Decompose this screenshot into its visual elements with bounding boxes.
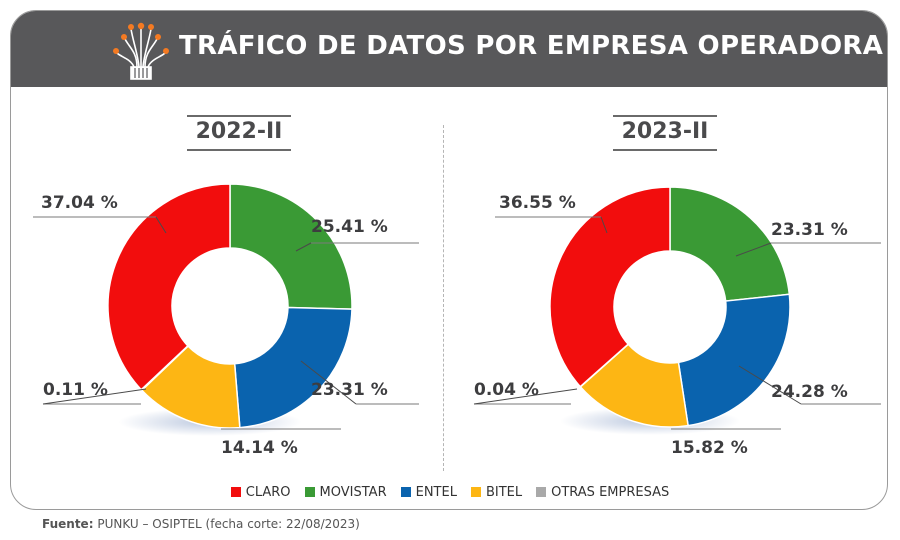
leader-line-entel-2023 bbox=[738, 365, 802, 405]
header-bar: TRÁFICO DE DATOS POR EMPRESA OPERADORA bbox=[11, 11, 887, 87]
legend-swatch-entel bbox=[400, 487, 411, 497]
year-label-2022: 2022-II bbox=[195, 119, 283, 144]
donut-charts: 37.04 % 25.41 % 23.31 % 14.14 % 0.11 % 36.55… bbox=[33, 183, 881, 458]
source-note: Fuente: PUNKU – OSIPTEL (fecha corte: 22… bbox=[42, 517, 360, 531]
data-label-movistar-2023: 23.31 % bbox=[771, 220, 848, 240]
year-underline-2022-bottom bbox=[187, 149, 291, 151]
chart-divider bbox=[443, 125, 444, 471]
legend-swatch-movistar bbox=[304, 487, 315, 497]
leader-line-entel-2022 bbox=[300, 360, 357, 405]
data-label-otras-empresas-2023: 0.04 % bbox=[474, 380, 539, 400]
legend-swatch-bitel bbox=[470, 487, 481, 497]
leader-line-claro-2022 bbox=[155, 216, 167, 234]
infographic-card: TRÁFICO DE DATOS POR EMPRESA OPERADORA 2… bbox=[10, 10, 888, 510]
data-label-bitel-2022: 14.14 % bbox=[221, 438, 298, 458]
legend: CLARO MOVISTAR ENTEL BITEL OTRAS EMPRESAS bbox=[11, 485, 887, 500]
data-label-movistar-2022: 25.41 % bbox=[311, 217, 388, 237]
legend-label-otras-empresas: OTRAS EMPRESAS bbox=[551, 485, 670, 500]
slice-movistar-2022 bbox=[229, 183, 353, 310]
year-underline-2022 bbox=[187, 115, 291, 117]
leader-line-otras-empresas-2023 bbox=[473, 388, 578, 405]
legend-swatch-otras-empresas bbox=[536, 487, 547, 497]
year-underline-2023-bottom bbox=[613, 149, 717, 151]
legend-label-entel: ENTEL bbox=[415, 485, 457, 500]
legend-item-otras-empresas: OTRAS EMPRESAS bbox=[536, 485, 669, 500]
data-label-entel-2022: 23.31 % bbox=[311, 380, 388, 400]
legend-item-bitel: BITEL bbox=[470, 485, 523, 500]
source-text: PUNKU – OSIPTEL (fecha corte: 22/08/2023… bbox=[97, 517, 360, 531]
legend-label-movistar: MOVISTAR bbox=[319, 485, 387, 500]
slice-movistar-2023 bbox=[669, 186, 791, 302]
slice-claro-2023 bbox=[549, 186, 671, 388]
slice-bitel-2023 bbox=[579, 343, 689, 428]
data-label-claro-2023: 36.55 % bbox=[499, 193, 576, 213]
legend-item-movistar: MOVISTAR bbox=[304, 485, 387, 500]
legend-item-entel: ENTEL bbox=[400, 485, 457, 500]
leader-line-movistar-2023 bbox=[735, 242, 772, 257]
slice-claro-2022 bbox=[107, 183, 231, 391]
legend-label-claro: CLARO bbox=[245, 485, 291, 500]
donut-chart-2022: 37.04 % 25.41 % 23.31 % 14.14 % 0.11 % bbox=[33, 183, 419, 458]
year-underline-2023 bbox=[613, 115, 717, 117]
leader-line-claro-2023 bbox=[600, 216, 608, 234]
data-label-entel-2023: 24.28 % bbox=[771, 382, 848, 402]
data-label-bitel-2023: 15.82 % bbox=[671, 438, 748, 458]
data-label-otras-empresas-2022: 0.11 % bbox=[43, 380, 108, 400]
legend-label-bitel: BITEL bbox=[485, 485, 523, 500]
legend-swatch-claro bbox=[230, 487, 241, 497]
donut-chart-2023: 36.55 % 23.31 % 24.28 % 15.82 % 0.04 % bbox=[473, 186, 881, 458]
slice-entel-2022 bbox=[233, 306, 353, 429]
leader-line-movistar-2022 bbox=[295, 242, 312, 252]
chart-title: TRÁFICO DE DATOS POR EMPRESA OPERADORA bbox=[179, 31, 884, 61]
leader-line-otras-empresas-2022 bbox=[42, 388, 147, 405]
legend-item-claro: CLARO bbox=[230, 485, 291, 500]
fiber-optic-icon bbox=[113, 22, 169, 80]
source-label: Fuente: bbox=[42, 517, 94, 531]
data-label-claro-2022: 37.04 % bbox=[41, 193, 118, 213]
slice-entel-2023 bbox=[677, 293, 791, 427]
year-label-2023: 2023-II bbox=[621, 119, 709, 144]
